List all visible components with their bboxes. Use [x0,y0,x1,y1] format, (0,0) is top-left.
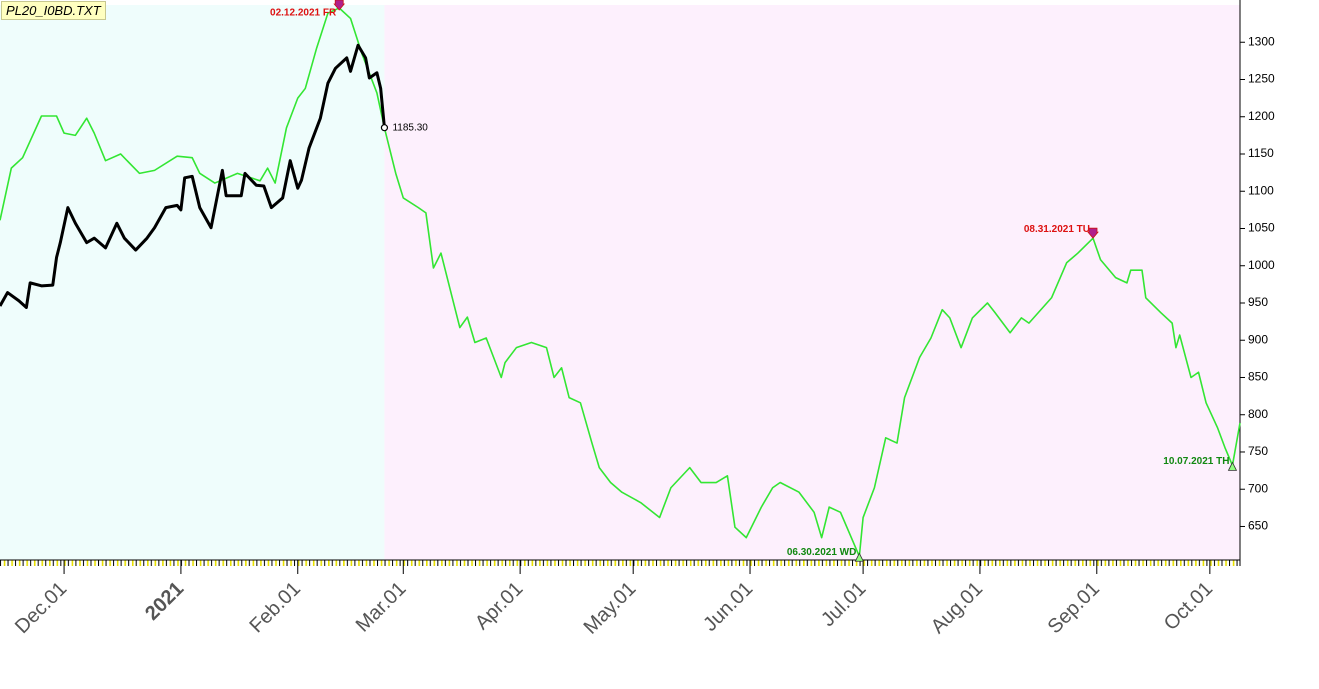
y-tick-label: 650 [1248,519,1268,533]
y-tick-label: 850 [1248,370,1268,384]
x-tick-label: Mar.01 [352,578,411,637]
y-tick-label: 800 [1248,407,1268,421]
day-ticks [0,560,1240,566]
y-tick-label: 950 [1248,295,1268,309]
annotation-label: 1185.30 [392,122,428,133]
shade-region [384,5,1240,560]
x-tick-label: Jun.01 [699,578,757,636]
file-label: PL20_I0BD.TXT [1,1,106,20]
annotation-label: 06.30.2021 WD [787,547,857,558]
y-tick-label: 1300 [1248,34,1275,48]
y-tick-label: 1250 [1248,72,1275,86]
y-tick-label: 1050 [1248,221,1275,235]
background [0,5,1240,560]
series-line [0,7,1241,558]
low-marker [1227,461,1238,471]
low-marker [854,552,864,562]
y-tick-label: 1150 [1248,146,1274,160]
y-tick-label: 700 [1248,481,1268,495]
x-tick-label: Oct.01 [1160,578,1217,635]
x-tick-label: Apr.01 [471,578,527,634]
annotation-label: 08.31.2021 TU [1024,224,1090,235]
y-tick-label: 1200 [1248,109,1275,123]
high-marker [333,0,346,11]
y-tick-label: 1100 [1248,183,1274,197]
annotation-label: 02.12.2021 FR [270,8,337,19]
x-tick-label: Dec.01 [11,578,71,638]
high-marker [1087,227,1099,239]
x-tick-label: 2021 [141,578,188,625]
y-tick-label: 750 [1248,444,1268,458]
shade-region [0,5,385,560]
last-point-marker [380,124,389,132]
y-tick-label: 1000 [1248,258,1275,272]
annotation-label: 10.07.2021 TH [1163,456,1229,467]
y-tick-label: 900 [1248,332,1268,346]
annotations: 02.12.2021 FR 08.31.2021 TU 06.30.2021 WD 1… [270,0,1238,562]
x-tick-label: Jul.01 [817,578,870,631]
plot [0,7,1241,558]
x-tick-label: Sep.01 [1044,578,1104,638]
x-tick-label: May.01 [580,578,641,639]
x-tick-label: Aug.01 [927,578,987,638]
series-line [0,43,386,309]
x-tick-label: Feb.01 [245,578,305,638]
